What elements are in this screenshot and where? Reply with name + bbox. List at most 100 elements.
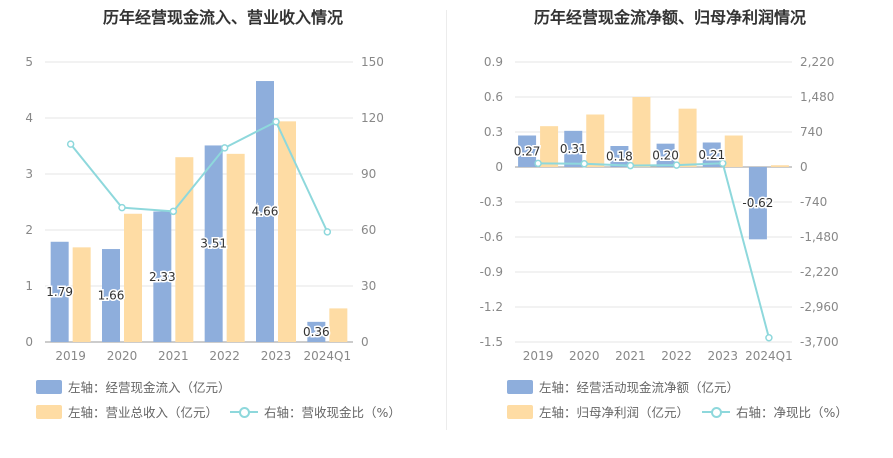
y-left-tick-label: 0.6 (484, 90, 503, 104)
y-left-tick-label: -0.6 (480, 230, 503, 244)
line-point (765, 333, 773, 342)
line-marker-icon (702, 405, 730, 419)
bar-primary (50, 241, 69, 342)
x-tick-label: 2022 (209, 349, 240, 363)
bar-data-label: 0.20 (652, 148, 679, 162)
bar-data-label: 4.66 (252, 205, 279, 219)
bar-secondary (724, 135, 743, 167)
x-tick-label: 2020 (569, 349, 600, 363)
line-point (719, 159, 727, 168)
line-point (580, 160, 588, 168)
y-left-tick-label: 4 (25, 111, 33, 125)
y-left-tick-label: 3 (25, 167, 33, 181)
x-tick-label: 2024Q1 (304, 349, 352, 363)
x-tick-label: 2019 (523, 349, 554, 363)
legend-item-cash-ratio[interactable]: 右轴：营收现金比（%） (230, 402, 401, 421)
bar-secondary (540, 126, 559, 167)
line-marker-icon (230, 405, 258, 419)
y-right-tick-label: 2,220 (800, 55, 834, 69)
bar-swatch-icon (507, 404, 533, 419)
y-right-tick-label: -740 (800, 195, 827, 209)
y-right-tick-label: 1,480 (800, 90, 834, 104)
bar-data-label: 3.51 (200, 237, 227, 251)
bar-data-label: 1.66 (98, 289, 125, 303)
bar-secondary (124, 213, 142, 342)
bar-primary (307, 321, 326, 342)
legend-item-net-cash-flow[interactable]: 左轴：经营活动现金流净额（亿元） (507, 377, 739, 396)
y-right-tick-label: 740 (800, 125, 823, 139)
y-right-tick-label: 0 (361, 335, 369, 349)
line-series (538, 162, 770, 338)
legend-label: 左轴：营业总收入（亿元） (68, 405, 219, 420)
legend-item-net-cash-ratio[interactable]: 右轴：净现比（%） (702, 402, 848, 421)
bar-secondary (678, 108, 697, 167)
x-tick-label: 2023 (707, 349, 738, 363)
bar-data-label: 1.79 (46, 285, 73, 299)
y-right-tick-label: 120 (361, 111, 384, 125)
bar-secondary (329, 308, 348, 342)
y-left-tick-label: -1.2 (480, 300, 503, 314)
line-point (626, 161, 635, 170)
bar-primary (702, 142, 721, 167)
bar-data-label: 0.31 (560, 142, 587, 156)
net-cash-profit-panel: 历年经营现金流净额、归母净利润情况 0.9 2,220 0.6 1,480 0.3 740… (447, 0, 893, 458)
line-point (323, 228, 332, 236)
x-tick-label: 2022 (661, 349, 692, 363)
y-left-tick-label: -1.5 (480, 335, 503, 349)
y-left-tick-label: -0.9 (480, 265, 503, 279)
y-right-tick-label: -2,960 (800, 300, 839, 314)
bar-primary (102, 249, 120, 342)
net-cash-profit-chart: 0.9 2,220 0.6 1,480 0.3 740 0 0 -0.3 -740 -0.6 -1,4… (480, 55, 839, 363)
y-left-tick-label: 1 (25, 279, 33, 293)
chart-title: 历年经营现金流入、营业收入情况 (102, 8, 343, 27)
y-left-tick-label: 5 (25, 55, 33, 69)
legend-label: 左轴：经营活动现金流净额（亿元） (539, 380, 740, 395)
line-point (220, 144, 229, 152)
y-right-tick-label: 60 (361, 223, 376, 237)
legend-item-net-profit[interactable]: 左轴：归母净利润（亿元） (507, 402, 689, 421)
legend-label: 右轴：净现比（%） (736, 405, 848, 420)
bar-data-label: 0.27 (514, 144, 541, 158)
cash-inflow-revenue-chart: 0 0 1 30 2 60 3 90 4 120 5 150 2019 2020 2021 2022 2023 2… (25, 55, 384, 363)
y-left-tick-label: 2 (25, 223, 33, 237)
bar-swatch-icon (36, 404, 62, 419)
y-right-tick-label: 0 (800, 160, 808, 174)
bar-secondary (175, 157, 194, 342)
y-right-tick-label: -3,700 (800, 335, 839, 349)
y-left-tick-label: -0.3 (480, 195, 503, 209)
x-tick-label: 2021 (158, 349, 189, 363)
line-point (272, 117, 280, 126)
legend-item-revenue[interactable]: 左轴：营业总收入（亿元） (36, 402, 218, 421)
y-left-tick-label: 0 (25, 335, 33, 349)
x-tick-label: 2024Q1 (745, 349, 793, 363)
bar-secondary (586, 114, 605, 167)
bar-primary (564, 130, 583, 167)
line-point (118, 203, 126, 212)
x-tick-label: 2019 (55, 349, 86, 363)
bar-primary (256, 81, 274, 342)
bar-swatch-icon (507, 379, 533, 394)
y-left-tick-label: 0.3 (484, 125, 503, 139)
bar-data-label: 2.33 (149, 270, 176, 284)
legend-label: 左轴：经营现金流入（亿元） (68, 380, 231, 395)
line-point (534, 159, 542, 168)
bar-primary (518, 135, 537, 167)
line-point (672, 161, 681, 169)
legend-item-cash-inflow[interactable]: 左轴：经营现金流入（亿元） (36, 377, 231, 396)
bar-primary (204, 145, 223, 342)
legend-label: 左轴：归母净利润（亿元） (539, 405, 690, 420)
y-right-tick-label: 150 (361, 55, 384, 69)
x-tick-label: 2023 (261, 349, 292, 363)
y-right-tick-label: -2,220 (800, 265, 839, 279)
bar-primary (656, 143, 675, 167)
bar-secondary (770, 165, 789, 167)
y-left-tick-label: 0 (495, 160, 503, 174)
bar-primary (748, 167, 767, 240)
bar-primary (153, 211, 172, 342)
bar-secondary (632, 97, 651, 167)
y-left-tick-label: 0.9 (484, 55, 503, 69)
line-series (69, 120, 329, 233)
chart-title: 历年经营现金流净额、归母净利润情况 (533, 8, 806, 27)
y-right-tick-label: -1,480 (800, 230, 839, 244)
bar-data-label: 0.18 (606, 150, 633, 164)
